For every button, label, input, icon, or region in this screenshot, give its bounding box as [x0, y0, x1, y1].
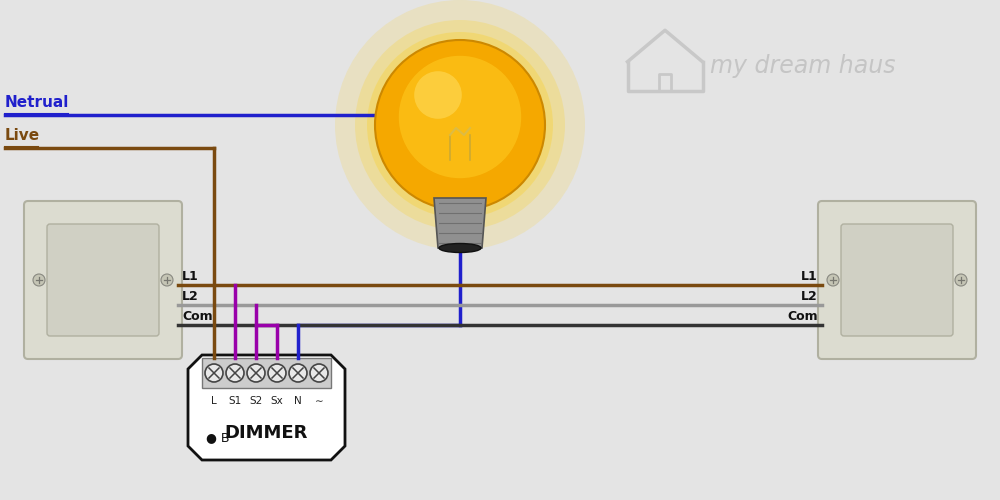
- Ellipse shape: [439, 244, 481, 252]
- FancyBboxPatch shape: [818, 201, 976, 359]
- Text: ∼: ∼: [315, 396, 323, 406]
- FancyBboxPatch shape: [24, 201, 182, 359]
- Circle shape: [247, 364, 265, 382]
- Text: Netrual: Netrual: [5, 95, 69, 110]
- Circle shape: [367, 32, 553, 218]
- Text: S1: S1: [228, 396, 242, 406]
- Circle shape: [161, 274, 173, 286]
- Polygon shape: [188, 355, 345, 460]
- Circle shape: [226, 364, 244, 382]
- Circle shape: [955, 274, 967, 286]
- Polygon shape: [434, 198, 486, 248]
- Circle shape: [289, 364, 307, 382]
- FancyBboxPatch shape: [47, 224, 159, 336]
- Text: Com: Com: [787, 310, 818, 323]
- Text: L: L: [211, 396, 217, 406]
- Circle shape: [205, 364, 223, 382]
- Text: S2: S2: [249, 396, 263, 406]
- Circle shape: [827, 274, 839, 286]
- Text: DIMMER: DIMMER: [225, 424, 308, 442]
- Text: L2: L2: [801, 290, 818, 303]
- Circle shape: [355, 20, 565, 230]
- Text: N: N: [294, 396, 302, 406]
- Text: Live: Live: [5, 128, 40, 143]
- Text: Sx: Sx: [271, 396, 283, 406]
- Circle shape: [335, 0, 585, 250]
- Circle shape: [310, 364, 328, 382]
- Text: L2: L2: [182, 290, 199, 303]
- Bar: [202, 358, 331, 388]
- Text: L1: L1: [801, 270, 818, 283]
- Text: ● B: ● B: [206, 432, 230, 444]
- Circle shape: [375, 40, 545, 210]
- Circle shape: [399, 56, 521, 178]
- Circle shape: [268, 364, 286, 382]
- Circle shape: [33, 274, 45, 286]
- FancyBboxPatch shape: [841, 224, 953, 336]
- Text: my dream haus: my dream haus: [710, 54, 896, 78]
- Text: Com: Com: [182, 310, 213, 323]
- Circle shape: [414, 71, 462, 119]
- Text: L1: L1: [182, 270, 199, 283]
